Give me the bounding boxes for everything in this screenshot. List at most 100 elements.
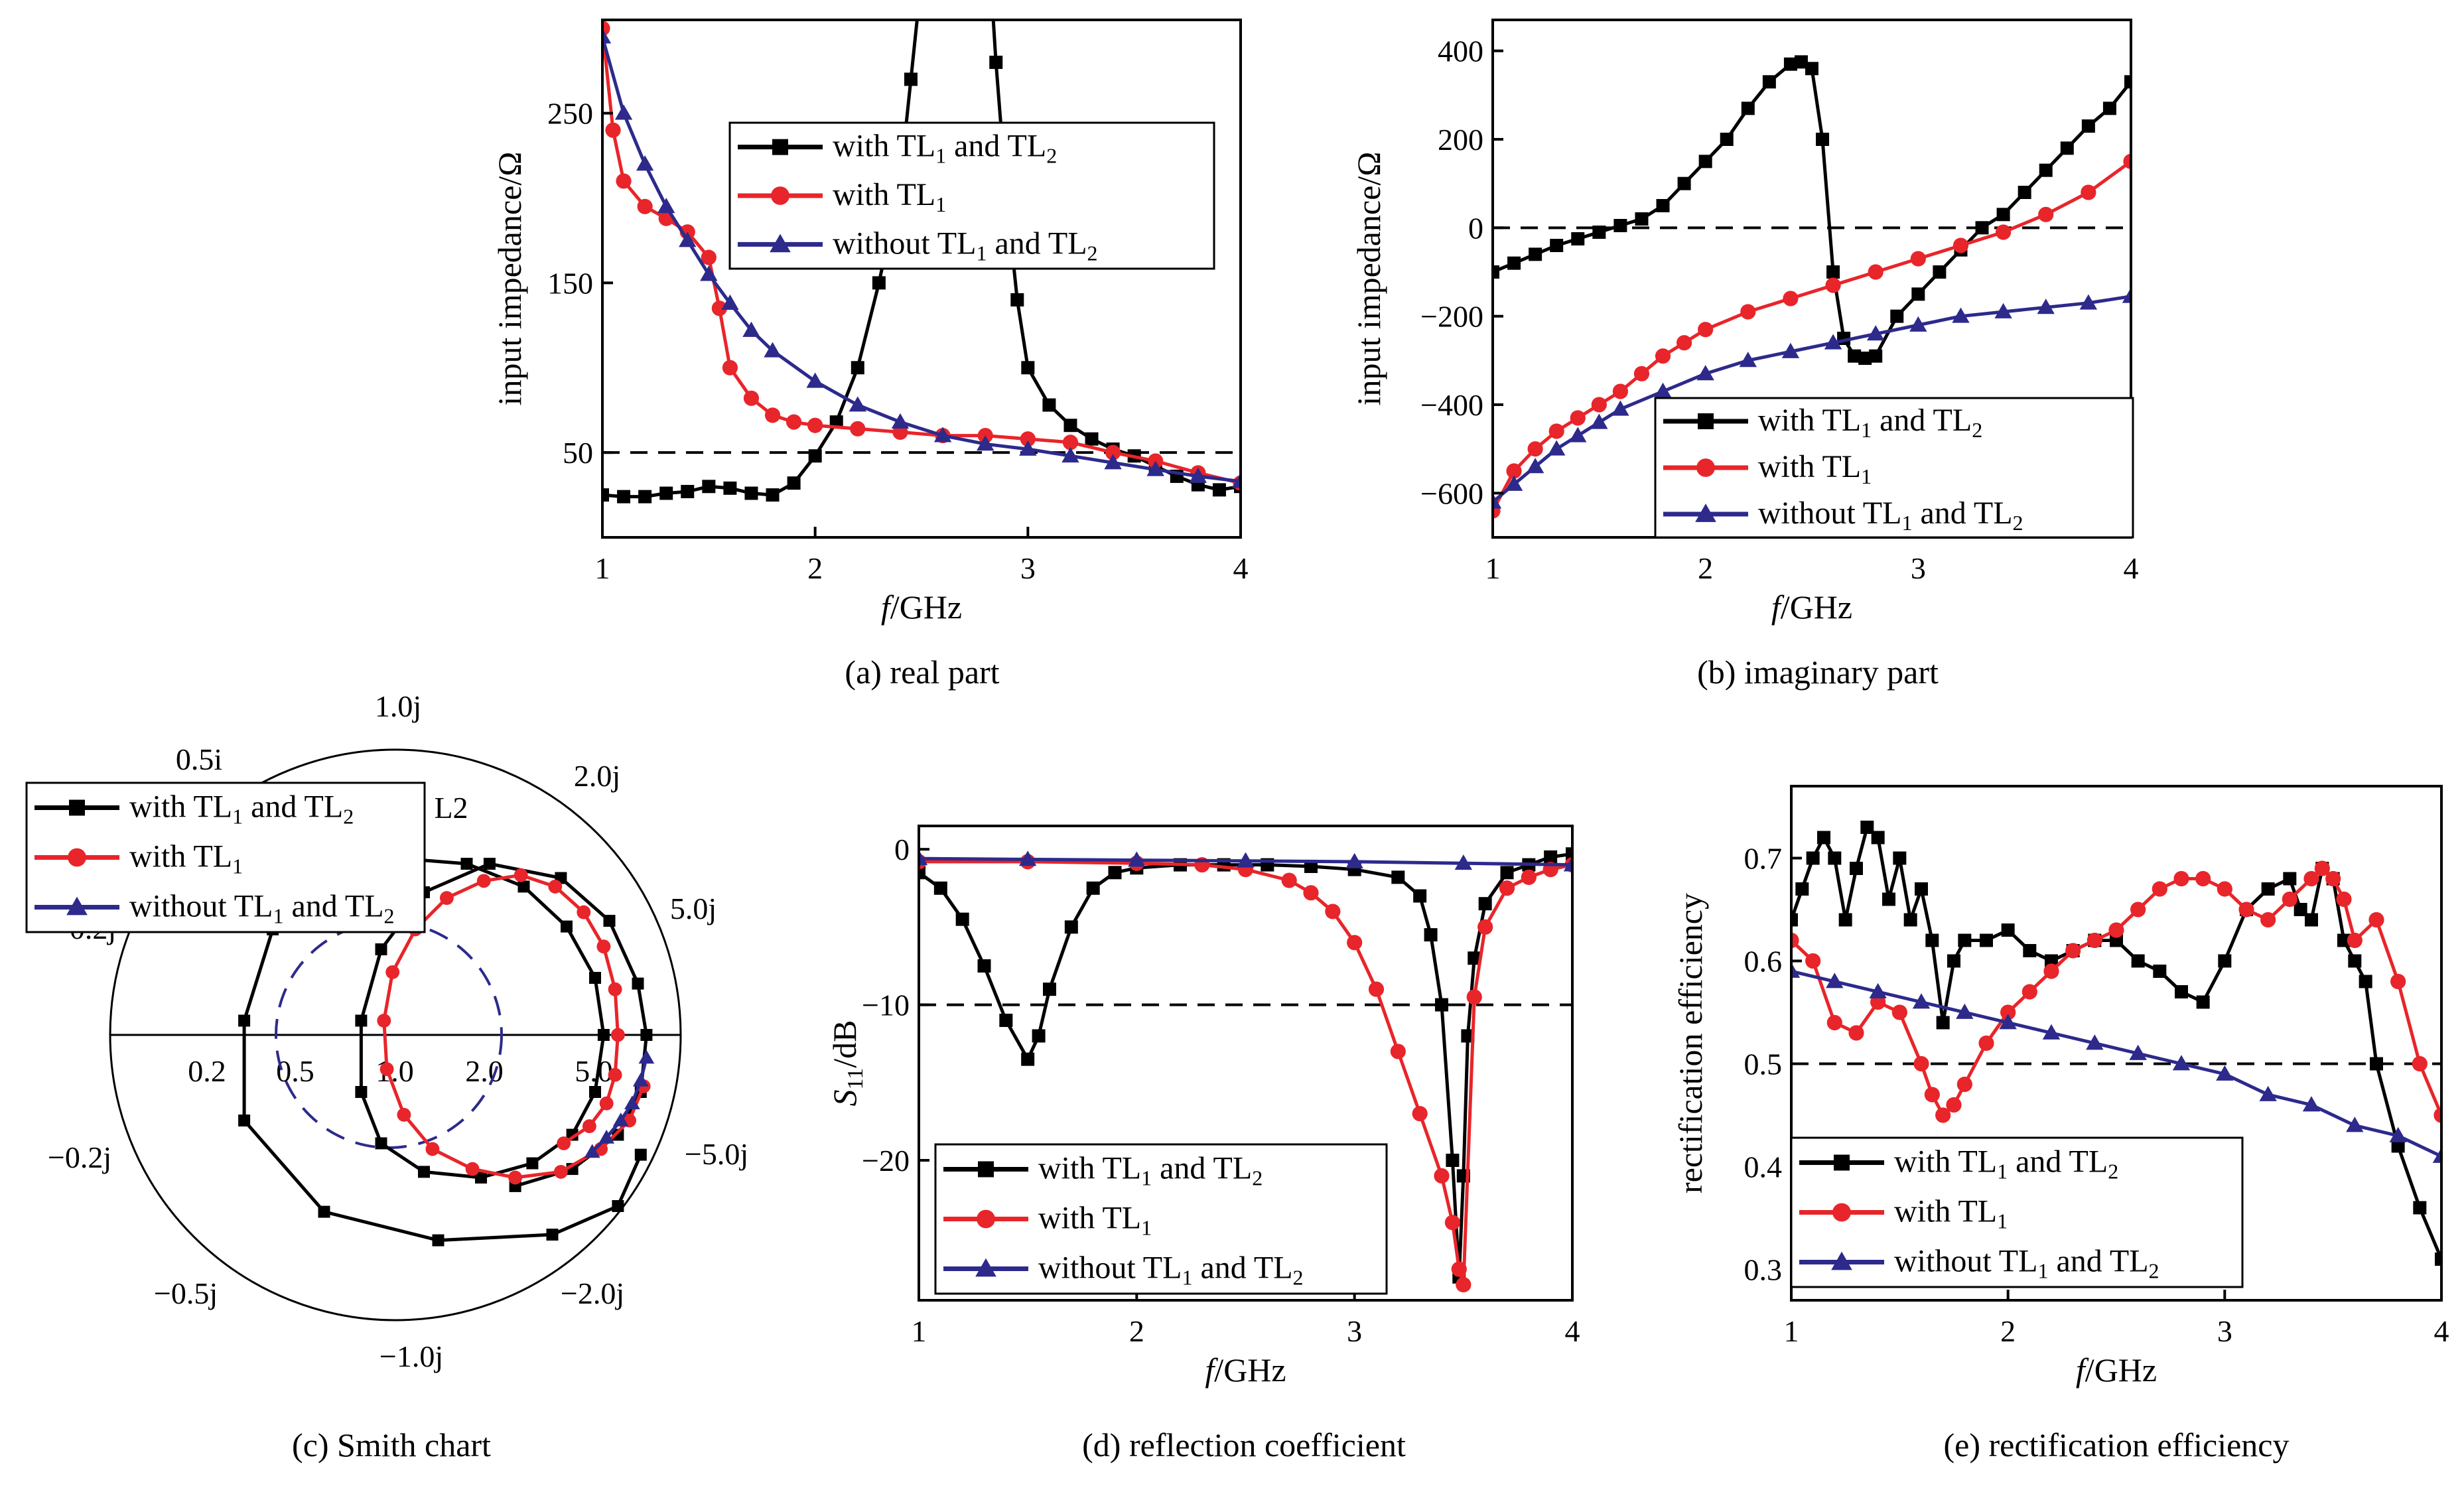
data-point-without [1019, 440, 1037, 456]
data-point-without [2086, 1034, 2104, 1050]
reactance-label: −2.0j [561, 1276, 624, 1310]
x-tick-label: 2 [2000, 1314, 2016, 1348]
x-tick-label: 1 [595, 551, 610, 585]
data-point-with_tl1_tl2 [1507, 256, 1521, 270]
reactance-label: −0.2j [48, 1140, 111, 1174]
panel-rectification-efficiency: 1 2 3 4 0.3 0.4 0.5 0.6 0.7 f/GHz rectification ef… [1672, 785, 2449, 1463]
data-point-with_tl1_tl2 [2359, 975, 2372, 988]
data-point-with_tl1 [1477, 919, 1493, 935]
data-point-with_tl1_tl2 [1882, 892, 1895, 906]
data-point-without [1867, 325, 1885, 341]
data-point-with_tl1_tl2 [1566, 847, 1572, 861]
x-axis-label: f/GHz [881, 588, 962, 626]
data-point-without [1104, 454, 1122, 470]
data-point-with_tl1_tl2 [1871, 831, 1885, 845]
data-point-with_tl1 [2130, 902, 2146, 917]
smith-point-with_tl1 [385, 965, 400, 979]
data-point-with_tl1_tl2 [1391, 870, 1405, 884]
plot-frame [918, 825, 1574, 1302]
data-point-with_tl1_tl2 [1021, 361, 1035, 375]
data-point-with_tl1 [2152, 881, 2167, 897]
data-point-with_tl1_tl2 [919, 866, 925, 880]
data-point-with_tl1 [1698, 322, 1714, 338]
data-point-without [1146, 460, 1164, 476]
legend-marker-with_tl1_tl2 [1834, 1154, 1850, 1171]
data-point-with_tl1 [786, 414, 802, 430]
legend-marker-with_tl1_tl2 [69, 799, 85, 816]
data-point-with_tl1_tl2 [999, 1014, 1013, 1028]
smith-point-with_tl1_tl2 [483, 858, 496, 870]
legend-label-with_tl1_tl2: with TL1 and TL2 [1038, 1151, 1263, 1190]
data-point-with_tl1_tl2 [2370, 1057, 2383, 1071]
legend-label-with_tl1_tl2: with TL1 and TL2 [1894, 1144, 2118, 1184]
x-tick-label: 1 [1485, 551, 1501, 585]
data-point-without [1994, 303, 2012, 318]
data-point-with_tl1_tl2 [2435, 1253, 2441, 1266]
data-point-with_tl1 [1062, 435, 1079, 450]
data-point-with_tl1 [2260, 912, 2276, 928]
smith-point-with_tl1_tl2 [589, 1086, 601, 1098]
smith-point-with_tl1_tl2 [603, 915, 616, 927]
data-point-with_tl1_tl2 [723, 481, 737, 495]
legend-marker-with_tl1 [1696, 458, 1715, 477]
data-point-with_tl1 [1105, 444, 1121, 460]
y-tick-label: 0.5 [1744, 1048, 1783, 1081]
data-point-with_tl1 [1891, 1004, 1907, 1020]
data-point-with_tl1 [1805, 953, 1821, 969]
data-point-with_tl1 [2087, 932, 2102, 949]
data-point-with_tl1_tl2 [1529, 247, 1542, 261]
data-point-with_tl1_tl2 [2039, 163, 2053, 177]
x-tick-label: 4 [2434, 1314, 2449, 1348]
y-axis-label: rectification efficiency [1672, 893, 1709, 1193]
data-point-with_tl1_tl2 [1794, 55, 1808, 69]
legend-marker-with_tl1_tl2 [978, 1161, 994, 1178]
y-tick-label: −10 [862, 988, 910, 1022]
data-point-without [1956, 1003, 1974, 1019]
data-point-with_tl1 [1913, 1055, 1929, 1072]
data-point-with_tl1 [1655, 348, 1671, 364]
smith-point-without [612, 1113, 629, 1126]
smith-point-with_tl1_tl2 [432, 1234, 445, 1247]
smith-point-with_tl1 [608, 982, 622, 996]
data-point-with_tl1_tl2 [1915, 882, 1928, 896]
data-point-with_tl1 [701, 249, 717, 265]
data-point-with_tl1_tl2 [2001, 923, 2015, 937]
data-point-with_tl1_tl2 [1413, 889, 1427, 903]
data-point-with_tl1_tl2 [2283, 872, 2297, 886]
smith-point-with_tl1 [596, 939, 611, 954]
data-point-with_tl1_tl2 [1042, 398, 1056, 412]
reactance-label: 5.0j [670, 892, 717, 925]
data-point-with_tl1 [1978, 1035, 1994, 1051]
y-tick-label: −600 [1420, 476, 1483, 510]
data-point-with_tl1_tl2 [1805, 62, 1818, 76]
smith-point-with_tl1_tl2 [375, 1137, 387, 1150]
smith-point-with_tl1_tl2 [375, 943, 387, 955]
data-point-without [1739, 352, 1757, 368]
smith-point-with_tl1_tl2 [318, 1205, 330, 1218]
data-point-without [2259, 1085, 2277, 1101]
data-point-with_tl1_tl2 [1424, 928, 1438, 942]
legend-marker-without [1695, 504, 1716, 522]
y-tick-label: −200 [1420, 300, 1483, 334]
data-point-without [933, 427, 952, 442]
data-point-with_tl1 [1935, 1107, 1951, 1123]
smith-point-with_tl1_tl2 [640, 1029, 653, 1041]
data-point-without [919, 850, 928, 866]
data-point-with_tl1 [743, 390, 760, 406]
data-point-with_tl1_tl2 [1592, 226, 1606, 239]
data-point-with_tl1 [2282, 891, 2297, 908]
smith-point-with_tl1 [608, 1067, 622, 1082]
legend-marker-with_tl1 [771, 186, 789, 205]
data-point-with_tl1_tl2 [1108, 866, 1122, 880]
data-point-with_tl1_tl2 [1806, 851, 1820, 865]
data-point-with_tl1_tl2 [1064, 920, 1078, 934]
data-point-without [1654, 382, 1672, 398]
data-point-with_tl1 [711, 301, 727, 316]
x-tick-label: 1 [912, 1314, 927, 1348]
data-point-with_tl1 [605, 122, 621, 138]
panel-imaginary-part: 1 2 3 4 −600 −400 −200 0 200 400 f/GHz input impeda… [1350, 19, 2139, 691]
data-point-with_tl1_tl2 [766, 488, 780, 502]
data-point-with_tl1_tl2 [2018, 186, 2031, 199]
data-point-with_tl1 [1848, 1025, 1864, 1041]
smith-point-with_tl1 [439, 891, 454, 906]
